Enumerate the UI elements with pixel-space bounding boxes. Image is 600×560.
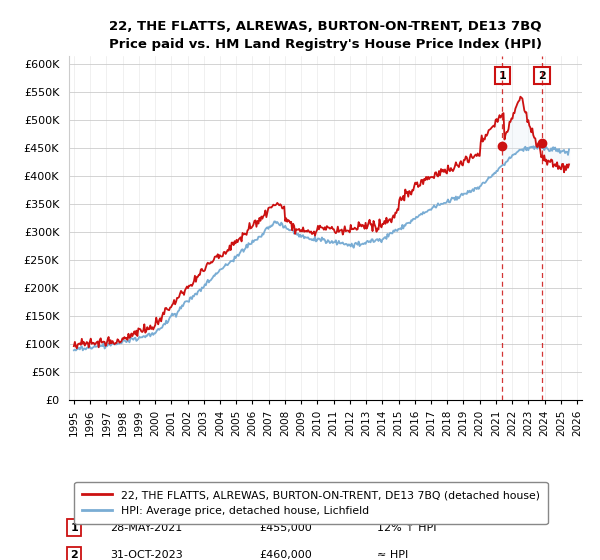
Text: £455,000: £455,000 (259, 523, 311, 533)
Text: 2: 2 (538, 71, 546, 81)
Text: 1: 1 (499, 71, 506, 81)
Legend: 22, THE FLATTS, ALREWAS, BURTON-ON-TRENT, DE13 7BQ (detached house), HPI: Averag: 22, THE FLATTS, ALREWAS, BURTON-ON-TRENT… (74, 482, 548, 524)
Title: 22, THE FLATTS, ALREWAS, BURTON-ON-TRENT, DE13 7BQ
Price paid vs. HM Land Regist: 22, THE FLATTS, ALREWAS, BURTON-ON-TRENT… (109, 20, 542, 50)
Text: 2: 2 (70, 550, 78, 560)
Text: ≈ HPI: ≈ HPI (377, 550, 408, 560)
Text: 28-MAY-2021: 28-MAY-2021 (110, 523, 182, 533)
Text: £460,000: £460,000 (259, 550, 311, 560)
Text: 12% ↑ HPI: 12% ↑ HPI (377, 523, 436, 533)
Text: 1: 1 (70, 523, 78, 533)
Text: 31-OCT-2023: 31-OCT-2023 (110, 550, 183, 560)
